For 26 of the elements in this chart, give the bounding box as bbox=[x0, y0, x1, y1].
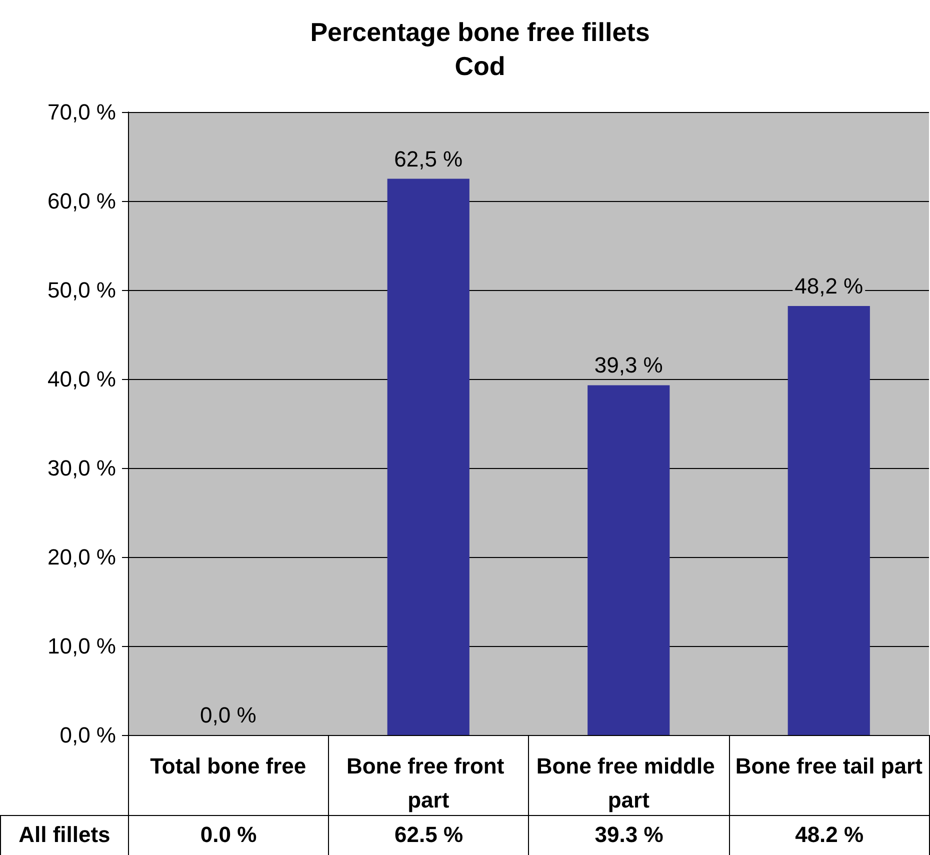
y-tick-label: 70,0 % bbox=[48, 100, 116, 124]
y-tick-label: 40,0 % bbox=[48, 366, 116, 392]
data-label: 48,2 % bbox=[794, 274, 864, 299]
data-label: 62,5 % bbox=[394, 146, 463, 172]
data-label: 39,3 % bbox=[594, 352, 663, 378]
bar bbox=[588, 385, 670, 735]
text: All fillets bbox=[0, 815, 128, 855]
text: 48.2 % bbox=[729, 815, 930, 855]
text: 39.3 % bbox=[528, 815, 730, 855]
bar bbox=[387, 178, 470, 735]
x-tick-label: Total bone free bbox=[150, 754, 306, 778]
y-tick-label: 50,0 % bbox=[48, 278, 116, 302]
x-tick-label: Bone free middle part bbox=[536, 754, 721, 812]
data-label: 0,0 % bbox=[200, 702, 256, 728]
x-tick-label: Bone free tail part bbox=[735, 754, 924, 778]
y-tick-label: 0,0 % bbox=[60, 722, 116, 748]
chart-title: Percentage bone free fillets bbox=[310, 17, 650, 47]
y-tick-label: 30,0 % bbox=[48, 456, 116, 480]
x-tick-label: Bone free front part bbox=[346, 754, 510, 812]
text: 0.0 % bbox=[128, 815, 329, 855]
y-tick-label: 20,0 % bbox=[48, 544, 116, 570]
y-tick-label: 60,0 % bbox=[48, 188, 116, 214]
y-tick-label: 10,0 % bbox=[48, 634, 116, 658]
bar bbox=[788, 306, 870, 735]
chart-subtitle: Cod bbox=[454, 51, 506, 81]
text: 62.5 % bbox=[328, 815, 529, 855]
